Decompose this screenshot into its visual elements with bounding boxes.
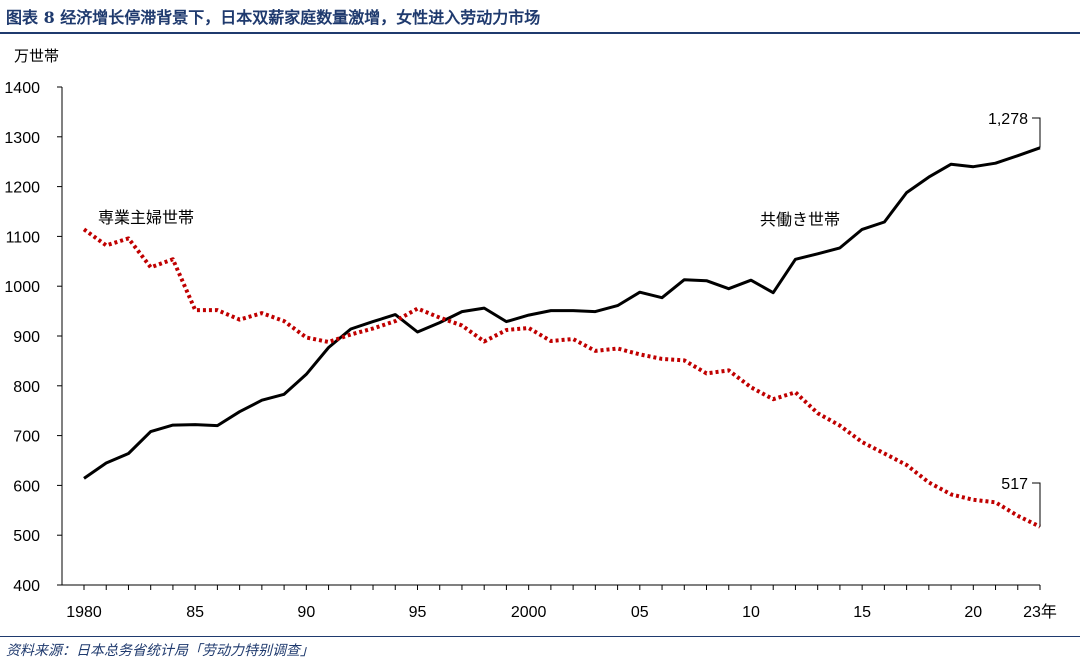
x-tick-label: 1980 — [66, 604, 102, 621]
y-tick-label: 700 — [13, 429, 40, 446]
x-tick-label: 15 — [853, 604, 871, 621]
y-tick-label: 500 — [13, 528, 40, 545]
x-tick-label: 20 — [964, 604, 982, 621]
x-tick-label: 90 — [297, 604, 315, 621]
y-tick-label: 900 — [13, 329, 40, 346]
y-tick-label: 1100 — [6, 229, 41, 246]
series-label-dual-income: 共働き世帯 — [760, 210, 840, 229]
y-tick-label: 400 — [13, 578, 40, 595]
end-value-housewife: 517 — [1001, 476, 1028, 493]
end-value-dual-income: 1,278 — [988, 111, 1028, 128]
tick-labels: 400 500 600 700 800 900 1000 1100 1200 1300 1400 19… — [4, 47, 1057, 621]
chart-title: 图表 8 经济增长停滞背景下，日本双薪家庭数量激增，女性进入劳动力市场 — [6, 8, 541, 27]
callout-line-dual-income — [1032, 117, 1041, 148]
y-tick-label: 600 — [13, 478, 40, 495]
x-tick-label: 23年 — [1023, 603, 1057, 621]
x-tick-label: 85 — [186, 604, 204, 621]
series-label-housewife: 専業主婦世帯 — [98, 208, 194, 227]
annotations: 共働き世帯 専業主婦世帯 1,278 517 — [98, 111, 1041, 527]
y-tick-label: 1300 — [4, 130, 40, 147]
x-tick-label: 2000 — [511, 604, 547, 621]
x-tick-label: 95 — [409, 604, 427, 621]
series-lines — [82, 146, 1041, 529]
series-line-1 — [83, 146, 1041, 480]
x-tick-label: 10 — [742, 604, 760, 621]
y-tick-label: 1200 — [4, 180, 40, 197]
source-rule — [0, 636, 1080, 637]
axes — [57, 86, 1041, 590]
callout-line-housewife — [1032, 482, 1041, 527]
source-note: 资料来源：日本总务省统计局「劳动力特别调查」 — [6, 643, 314, 659]
line-chart: 400 500 600 700 800 900 1000 1100 1200 1300 1400 19… — [4, 47, 1057, 621]
title-rule — [0, 32, 1080, 34]
series-line-2 — [82, 227, 1041, 529]
y-tick-label: 1400 — [4, 80, 40, 97]
y-tick-label: 800 — [13, 379, 40, 396]
y-axis-unit: 万世帯 — [14, 47, 59, 65]
x-tick-label: 05 — [631, 604, 649, 621]
y-tick-label: 1000 — [4, 279, 40, 296]
